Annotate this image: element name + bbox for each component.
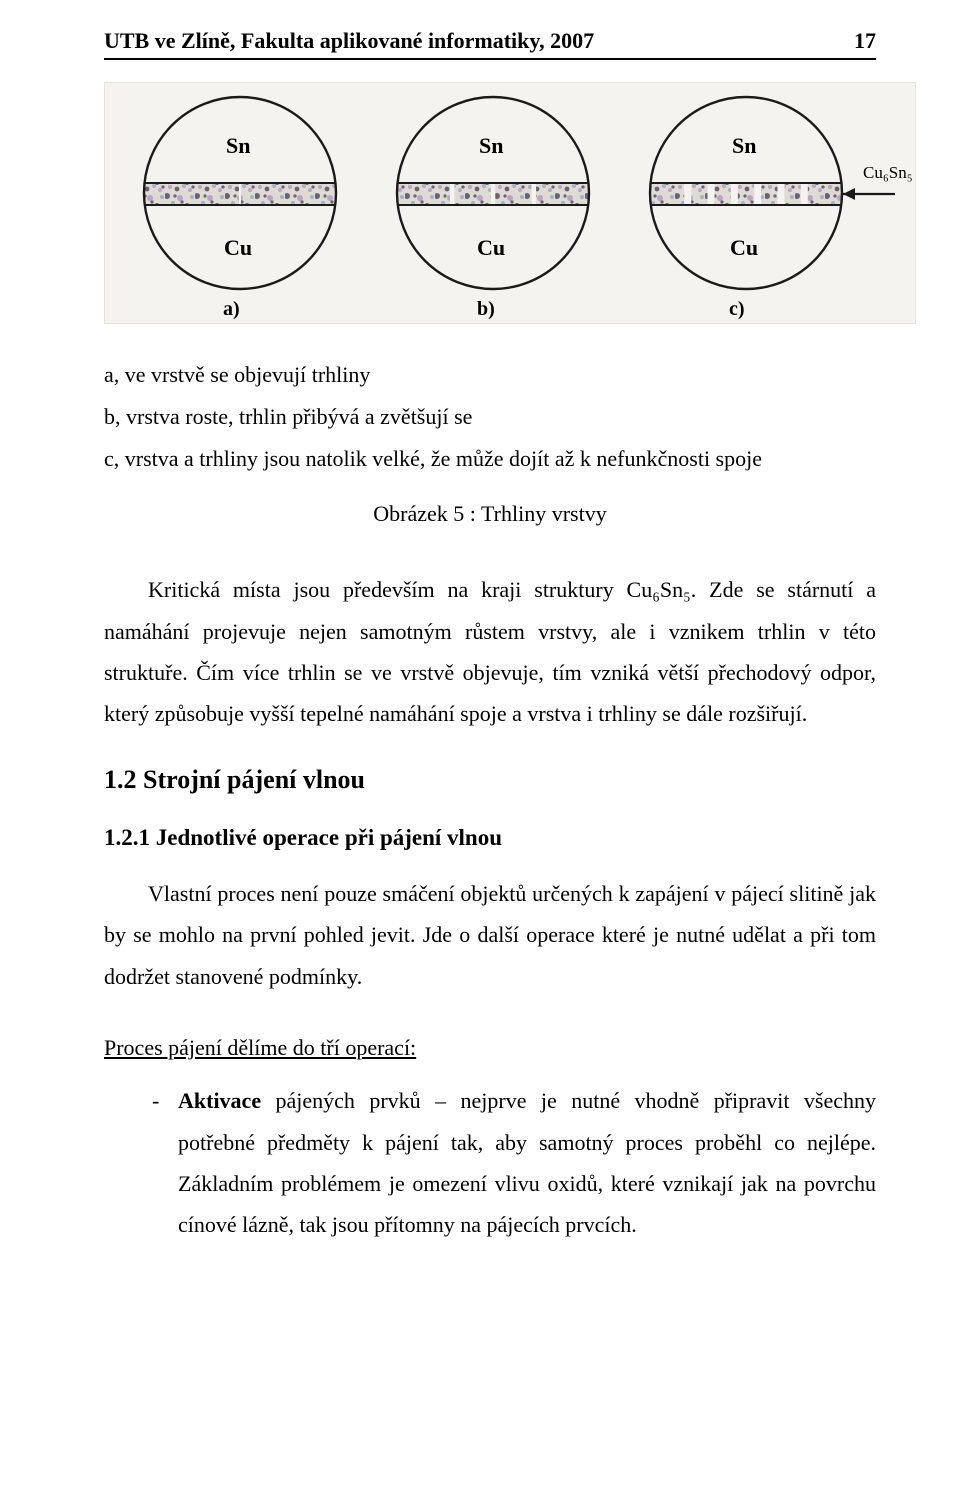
paragraph-2-text: Vlastní proces není pouze smáčení objekt… [104, 881, 876, 989]
svg-text:Sn: Sn [479, 133, 503, 158]
header-rule [104, 58, 876, 60]
header-left: UTB ve Zlíně, Fakulta aplikované informa… [104, 28, 594, 54]
process-item-rest: pájených prvků – nejprve je nutné vhodně… [178, 1088, 876, 1237]
svg-text:Sn: Sn [732, 133, 756, 158]
svg-text:a): a) [223, 298, 240, 320]
legend-item-a: a, ve vrstvě se objevují trhliny [104, 354, 876, 396]
svg-text:b): b) [477, 298, 495, 320]
svg-text:Cu: Cu [730, 235, 758, 260]
running-header: UTB ve Zlíně, Fakulta aplikované informa… [104, 28, 876, 54]
process-item-strong: Aktivace [178, 1088, 261, 1113]
svg-text:Cu: Cu [477, 235, 505, 260]
paragraph-2: Vlastní proces není pouze smáčení objekt… [104, 873, 876, 997]
svg-text:Cu: Cu [224, 235, 252, 260]
legend-item-b: b, vrstva roste, trhlin přibývá a zvětšu… [104, 396, 876, 438]
paragraph-1-text: Kritická místa jsou především na kraji s… [104, 577, 876, 726]
figure-svg: Sn Cu a) Sn Cu b) Sn Cu c) Cu₆Sn₅ [105, 83, 915, 323]
svg-text:c): c) [729, 298, 745, 320]
heading-1-2: 1.2 Strojní pájení vlnou [104, 765, 876, 795]
page-number: 17 [854, 28, 876, 54]
figure-caption: Obrázek 5 : Trhliny vrstvy [104, 501, 876, 527]
legend-item-c: c, vrstva a trhliny jsou natolik velké, … [104, 438, 876, 480]
paragraph-1: Kritická místa jsou především na kraji s… [104, 569, 876, 734]
document-page: UTB ve Zlíně, Fakulta aplikované informa… [0, 0, 960, 1292]
figure-legend-list: a, ve vrstvě se objevují trhliny b, vrst… [104, 354, 876, 479]
process-intro: Proces pájení dělíme do tří operací: [104, 1027, 876, 1068]
process-item-aktivace: Aktivace pájených prvků – nejprve je nut… [152, 1080, 876, 1245]
svg-text:Cu₆Sn₅: Cu₆Sn₅ [863, 163, 913, 182]
heading-1-2-1: 1.2.1 Jednotlivé operace při pájení vlno… [104, 825, 876, 851]
figure-obrazek5: Sn Cu a) Sn Cu b) Sn Cu c) Cu₆Sn₅ [104, 82, 916, 324]
process-intro-text: Proces pájení dělíme do tří operací: [104, 1035, 416, 1060]
process-list: Aktivace pájených prvků – nejprve je nut… [104, 1080, 876, 1245]
svg-text:Sn: Sn [226, 133, 250, 158]
